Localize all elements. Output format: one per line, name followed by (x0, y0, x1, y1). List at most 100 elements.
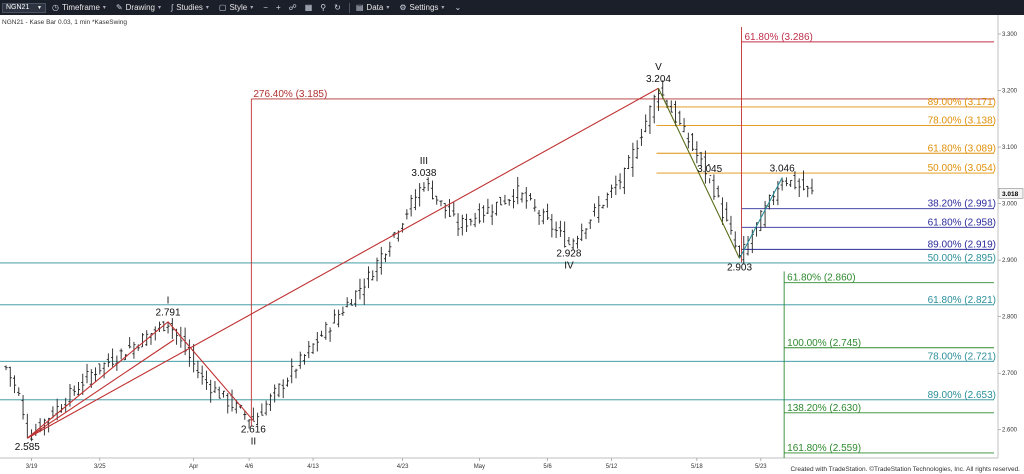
price-bar (784, 177, 789, 187)
price-bar (366, 266, 371, 289)
price-bar (294, 368, 298, 379)
settings-button[interactable]: ⚙ Settings ▾ (399, 3, 444, 12)
price-bar (563, 221, 567, 248)
zoom-in-icon[interactable]: + (275, 3, 281, 12)
price-tick-label: 3.200 (1002, 89, 1018, 95)
price-bar (277, 383, 281, 398)
wave-label: V (655, 62, 662, 73)
timeframe-button[interactable]: ◷ Timeframe ▾ (52, 3, 106, 12)
price-bar (482, 205, 486, 223)
wave-line (26, 321, 169, 439)
price-bar (695, 141, 699, 164)
price-bar (567, 236, 571, 246)
price-bar (443, 202, 447, 219)
price-bar (76, 381, 81, 396)
price-bar (452, 201, 456, 217)
price-bar (558, 220, 562, 237)
symbol-selector[interactable]: NGN21 ▼ (2, 2, 46, 13)
price-bar (230, 389, 234, 412)
price-bar (72, 385, 76, 396)
price-bar (213, 381, 217, 393)
fib-level-label: 78.00% (3.138) (928, 116, 996, 127)
price-bar (93, 367, 98, 383)
price-bar (192, 344, 196, 373)
toggle-icon[interactable]: ▦ (304, 3, 313, 12)
price-bar (204, 370, 209, 390)
price-bar (597, 196, 601, 223)
price-bar (588, 219, 592, 230)
caret-down-icon: ▾ (441, 5, 445, 11)
price-bar (712, 174, 716, 200)
price-bar (166, 321, 170, 334)
price-tick-label: 2.800 (1002, 315, 1018, 321)
link-icon[interactable]: ☍ (288, 3, 297, 12)
price-bar (388, 241, 392, 257)
timeframe-label: Timeframe (61, 3, 100, 12)
chart-area: NGN21 - Kase Bar 0.03, 1 min *KaseSwing 3… (0, 15, 1024, 474)
price-bar (661, 80, 665, 99)
price-bar (264, 400, 268, 416)
price-bar (268, 393, 273, 412)
refresh-icon[interactable]: ↻ (334, 3, 341, 12)
studies-label: Studies (176, 3, 203, 12)
price-bar (520, 192, 524, 203)
studies-icon: ∫ (171, 3, 174, 12)
price-bar (644, 114, 648, 133)
data-button[interactable]: ▤ Data ▾ (356, 3, 389, 12)
search-icon[interactable]: ⚲ (320, 3, 327, 12)
price-bar (673, 100, 678, 127)
studies-button[interactable]: ∫ Studies ▾ (171, 3, 209, 12)
price-bar (682, 118, 686, 133)
price-bar (196, 360, 200, 379)
drawing-label: Drawing (125, 3, 155, 12)
price-chart[interactable]: NGN21 - Kase Bar 0.03, 1 min *KaseSwing 3… (0, 15, 1024, 474)
price-bar (648, 105, 652, 135)
projection-line (27, 339, 175, 439)
wave-label: III (420, 156, 428, 167)
price-bar (729, 215, 733, 235)
price-bar (221, 390, 226, 398)
price-bar (345, 297, 349, 308)
toolbar-divider (348, 2, 350, 13)
fib-level-label: 61.80% (2.860) (787, 273, 855, 284)
price-bar (341, 306, 345, 316)
wave-label: I (167, 296, 170, 307)
price-bar (435, 195, 439, 205)
price-bar (379, 246, 383, 275)
overflow-icon[interactable]: ⌄ (454, 3, 462, 12)
price-bar (430, 180, 435, 200)
price-bar (98, 363, 102, 375)
chart-toolbar: NGN21 ▼ ◷ Timeframe ▾ ✎ Drawing ▾ ∫ Stud… (0, 0, 1024, 15)
gear-icon: ⚙ (399, 3, 407, 12)
price-bar (290, 358, 294, 384)
price-bar (524, 187, 528, 209)
drawing-button[interactable]: ✎ Drawing ▾ (116, 3, 161, 12)
time-tick-label: 5/18 (691, 464, 703, 470)
price-bar (720, 197, 725, 225)
price-tick-label: 2.900 (1002, 258, 1018, 264)
price-bar (128, 337, 132, 349)
price-bar (464, 213, 469, 233)
price-bar (797, 178, 801, 198)
price-bar (328, 327, 332, 342)
price-bar (157, 321, 162, 333)
price-bar (405, 209, 409, 220)
price-tick-label: 2.700 (1002, 371, 1018, 377)
swing-line (657, 88, 740, 259)
style-button[interactable]: ▢ Style ▾ (219, 3, 253, 12)
price-bar (516, 176, 520, 205)
price-bar (656, 88, 661, 111)
price-bar (652, 94, 656, 124)
fib-level-label: 61.80% (2.821) (928, 295, 996, 306)
price-bar (469, 218, 473, 226)
zoom-out-icon[interactable]: − (263, 3, 268, 12)
price-bar (102, 362, 106, 379)
price-bar (260, 403, 264, 416)
price-bar (580, 223, 584, 242)
price-bar (349, 298, 354, 306)
fib-level-label: 89.00% (3.171) (928, 97, 996, 108)
swing-price-label: 2.903 (727, 262, 752, 273)
price-bar (307, 340, 311, 359)
price-bar (426, 177, 430, 192)
price-bar (25, 413, 29, 444)
